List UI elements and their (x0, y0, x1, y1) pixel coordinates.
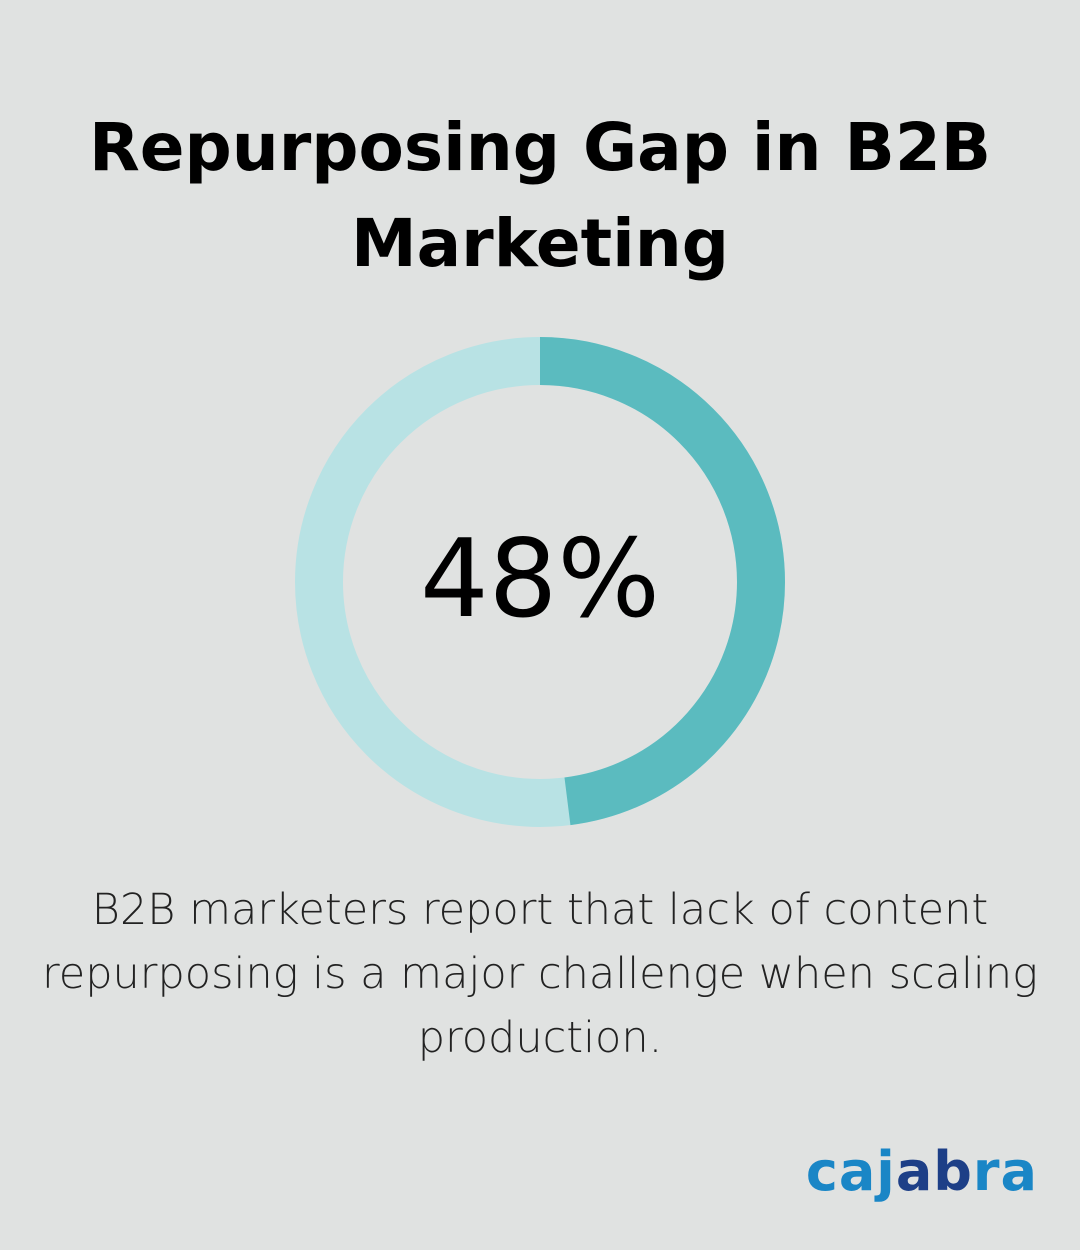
donut-value-arc (295, 337, 785, 827)
center-value: 48% (419, 517, 661, 642)
logo-part-2: ab (895, 1140, 973, 1203)
description: B2B marketers report that lack of conten… (42, 885, 1038, 1063)
logo-part-3: ra (972, 1140, 1038, 1203)
cajabra-logo: cajabra (806, 1140, 1038, 1203)
logo-part-1: caj (805, 1140, 896, 1203)
page-title: Repurposing Gap in B2B Marketing (88, 109, 992, 282)
donut-chart (295, 337, 785, 827)
